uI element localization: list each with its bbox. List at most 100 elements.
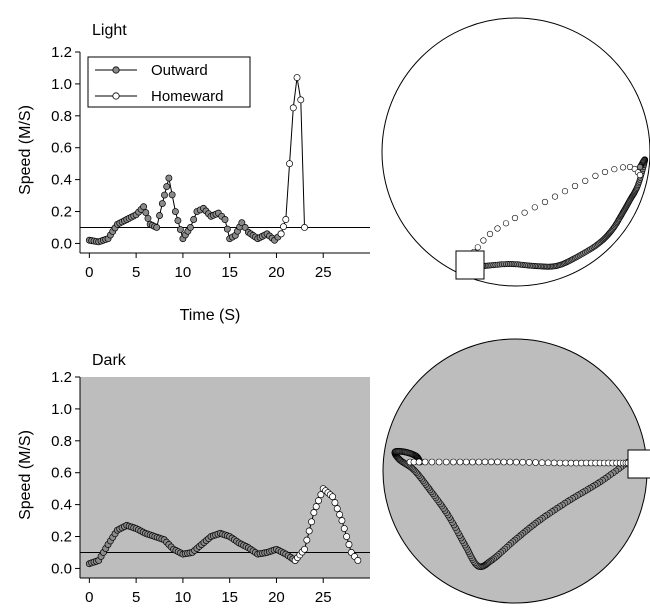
dark-arena-homeward-point (507, 459, 513, 465)
light-homeward-point (301, 224, 307, 230)
light-outward-point (187, 224, 193, 230)
light-x-tick-label: 0 (85, 264, 93, 281)
dark-arena-homeward-point (463, 459, 469, 465)
dark-homeward-point (341, 525, 347, 531)
dark-arena-homeward-point (551, 460, 557, 466)
light-outward-point (222, 216, 228, 222)
dark-y-tick-label: 0.2 (51, 529, 72, 546)
dark-arena-homeward-point (470, 459, 476, 465)
dark-plot-background (80, 377, 370, 578)
dark-arena-homeward-point (422, 459, 428, 465)
dark-arena-homeward-point (488, 459, 494, 465)
light-homeward-point (278, 231, 284, 237)
light-x-tick-label: 20 (268, 264, 285, 281)
dark-arena-homeward-point (495, 459, 501, 465)
dark-y-tick-label: 1.0 (51, 401, 72, 418)
dark-arena-homeward-point (482, 459, 488, 465)
light-y-tick-label: 0.2 (51, 204, 72, 221)
dark-arena-homeward-point (476, 459, 482, 465)
light-outward-point (156, 212, 162, 218)
light-y-tick-label: 1.2 (51, 44, 72, 61)
light-outward-point (161, 192, 167, 198)
dark-homeward-point (308, 519, 314, 525)
dark-homeward-point (355, 557, 361, 563)
light-homeward-point (286, 161, 292, 167)
light-arena-homeward-point (593, 173, 599, 179)
dark-x-tick-label: 25 (315, 589, 332, 606)
dark-x-tick-label: 10 (175, 589, 192, 606)
dark-homeward-point (313, 504, 319, 510)
dark-homeward-point (311, 509, 317, 515)
dark-homeward-point (301, 546, 307, 552)
light-y-tick-label: 1.0 (51, 76, 72, 93)
light-arena-homeward-point (532, 205, 538, 211)
dark-homeward-point (332, 500, 338, 506)
dark-arena-homeward-point (501, 459, 507, 465)
light-outward-point (159, 200, 165, 206)
light-arena-homeward-point (522, 210, 528, 216)
light-arena-homeward-point (572, 183, 578, 189)
dark-speed-chart: 0.0 0.2 0.4 0.6 0.8 1.0 1.2 0 5 10 15 20 25 (51, 369, 370, 606)
light-arena-nest-square (456, 251, 484, 279)
light-outward-point (154, 224, 160, 230)
light-arena-homeward-point (620, 165, 626, 171)
light-x-tick-label: 25 (315, 264, 332, 281)
light-outward-point (166, 175, 172, 181)
dark-arena-homeward-point (416, 459, 422, 465)
light-arena-homeward-point (602, 169, 608, 175)
dark-homeward-point (306, 528, 312, 534)
light-arena-homeward-point (475, 245, 481, 251)
legend-outward-label: Outward (151, 62, 208, 79)
legend-homeward-marker (113, 93, 119, 99)
light-arena-homeward-point (637, 172, 643, 178)
dark-y-tick-label: 0.0 (51, 560, 72, 577)
light-y-axis-label: Speed (M/S) (17, 105, 34, 195)
dark-arena-homeward-point (513, 459, 519, 465)
dark-x-tick-label: 15 (221, 589, 238, 606)
light-outward-point (145, 215, 151, 221)
dark-homeward-point (336, 511, 342, 517)
dark-homeward-point (329, 494, 335, 500)
light-x-tick-label: 10 (175, 264, 192, 281)
light-homeward-point (298, 97, 304, 103)
light-outward-point (177, 227, 183, 233)
dark-x-tick-label: 0 (85, 589, 93, 606)
dark-arena-homeward-point (533, 460, 539, 466)
light-y-tick-label: 0.4 (51, 172, 72, 189)
light-arena (382, 18, 650, 286)
dark-arena-homeward-point (557, 460, 563, 466)
light-panel-title: Light (92, 22, 127, 39)
light-y-tick-label: 0.8 (51, 108, 72, 125)
dark-arena-homeward-point (545, 460, 551, 466)
light-outward-point (143, 209, 149, 215)
light-arena-circle (382, 18, 650, 286)
dark-arena-homeward-point (526, 459, 532, 465)
light-arena-homeward-point (512, 215, 518, 221)
dark-homeward-point (344, 533, 350, 539)
light-outward-point (141, 204, 147, 210)
light-homeward-point (283, 216, 289, 222)
light-x-axis-label: Time (S) (180, 307, 241, 324)
dark-homeward-point (334, 506, 340, 512)
light-outward-point (175, 217, 181, 223)
dark-homeward-point (346, 541, 352, 547)
dark-arena-circle (383, 339, 647, 603)
dark-arena-homeward-point (443, 459, 449, 465)
light-arena-homeward-point (552, 194, 558, 200)
dark-arena-homeward-point (520, 459, 526, 465)
dark-y-tick-label: 0.8 (51, 433, 72, 450)
dark-y-tick-label: 1.2 (51, 369, 72, 386)
dark-arena-homeward-point (436, 459, 442, 465)
light-arena-homeward-point (542, 199, 548, 205)
dark-arena-homeward-point (563, 460, 569, 466)
dark-y-tick-label: 0.6 (51, 465, 72, 482)
dark-arena (383, 339, 650, 603)
dark-homeward-point (304, 537, 310, 543)
light-outward-point (172, 208, 178, 214)
light-homeward-point (290, 105, 296, 111)
light-arena-homeward-point (487, 231, 493, 237)
legend-outward-marker (113, 67, 119, 73)
light-arena-homeward-point (612, 166, 618, 172)
light-homeward-point (294, 74, 300, 80)
